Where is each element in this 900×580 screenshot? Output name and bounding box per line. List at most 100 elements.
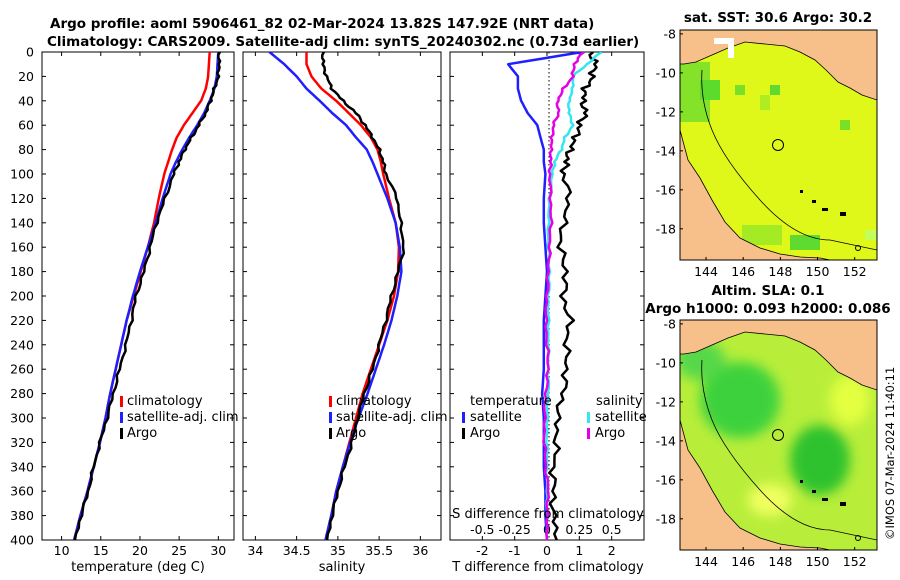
depth-tick-label: 400	[10, 533, 34, 548]
legend-swatch-climatology	[329, 396, 332, 407]
map-lat-tick-label: -8	[664, 26, 677, 41]
depth-tick-label: 60	[18, 118, 34, 133]
map-lat-tick-label: -16	[656, 182, 676, 197]
sst-warm-patch	[760, 95, 770, 110]
sla-land-new-guinea	[680, 320, 877, 391]
sla-map-subtitle: Argo h1000: 0.093 h2000: 0.086	[645, 301, 890, 317]
x-tick-label: 30	[210, 543, 226, 558]
map-axes: 144 146 148 150 152 -8 -10 -12 -14 -16 -18 144 146 14…	[656, 26, 867, 569]
legend-swatch-t-satellite	[462, 412, 465, 423]
legend-swatch-t-argo	[462, 428, 465, 439]
depth-tick-label: 360	[10, 484, 34, 499]
map-lat-tick-label: -14	[656, 143, 676, 158]
x-tick-label: 15	[93, 543, 109, 558]
salinity-series	[268, 52, 406, 540]
depth-tick-label: 220	[10, 313, 34, 328]
sst-map	[680, 30, 877, 260]
sst-warm-patch	[865, 230, 877, 240]
temperature-line-argo	[73, 52, 222, 540]
temperature-panel	[41, 51, 235, 541]
x-tick-label: 20	[132, 543, 148, 558]
salinity-xlabel: salinity	[319, 560, 366, 575]
map-lat-tick-label: -12	[656, 394, 676, 409]
sst-isobath	[701, 69, 877, 251]
legend-label-s-argo: Argo	[595, 426, 625, 441]
map-lat-tick-label: -10	[656, 65, 676, 80]
sst-land-australia	[680, 129, 833, 260]
difference-series	[506, 52, 603, 540]
map-lon-tick-label: 150	[806, 264, 830, 279]
map-lat-tick-label: -18	[656, 221, 676, 236]
s-difference-xlabel: S difference from climatology	[452, 507, 644, 522]
sla-map-frame	[679, 319, 878, 551]
depth-tick-label: 0	[26, 45, 34, 60]
sst-warm-patch	[770, 85, 780, 95]
salinity-line-satellite	[268, 52, 403, 540]
legend-swatch-satellite	[329, 412, 332, 423]
s-diff-tick-label: 0.25	[565, 522, 593, 537]
sst-reef-islands	[800, 190, 861, 251]
map-lat-tick-label: -16	[656, 472, 676, 487]
t-difference-xlabel: T difference from climatology	[451, 560, 644, 575]
figure-title-line2: Climatology: CARS2009. Satellite-adj cli…	[47, 34, 639, 50]
figure-title-line1: Argo profile: aoml 5906461_82 02-Mar-202…	[50, 16, 594, 32]
legend-label-argo: Argo	[336, 426, 366, 441]
depth-tick-label: 180	[10, 264, 34, 279]
legend-swatch-s-argo	[587, 428, 590, 439]
legend-swatch-s-satellite	[587, 412, 590, 423]
difference-legend: temperature satellite Argo salinity sate…	[462, 394, 647, 441]
sst-warm-patch	[840, 120, 850, 130]
legend-label-t-argo: Argo	[470, 426, 500, 441]
sst-missing-data	[714, 38, 734, 44]
x-tick-label: 10	[54, 543, 70, 558]
map-lon-tick-label: 146	[731, 264, 755, 279]
legend-label-t-satellite: satellite	[470, 410, 522, 425]
legend-label-satellite: satellite-adj. clim	[127, 410, 239, 425]
map-lat-tick-label: -12	[656, 104, 676, 119]
sla-high-anomaly	[790, 425, 850, 495]
sst-warm-patch	[790, 235, 820, 250]
sst-warm-patch	[700, 80, 720, 100]
x-tick-label: 25	[171, 543, 187, 558]
sla-isobath	[701, 359, 877, 541]
sst-map-title: sat. SST: 30.6 Argo: 30.2	[684, 10, 872, 26]
sla-reef-islands	[800, 480, 861, 541]
s-diff-tick-label: -0.25	[498, 522, 530, 537]
legend-header-temperature: temperature	[470, 394, 552, 409]
sla-map	[680, 320, 877, 550]
depth-tick-label: 260	[10, 362, 34, 377]
x-tick-label: -2	[476, 543, 488, 558]
map-lon-tick-label: 146	[731, 554, 755, 569]
map-lat-tick-label: -18	[656, 511, 676, 526]
x-tick-label: 1	[575, 543, 583, 558]
map-lat-tick-label: -8	[664, 316, 677, 331]
depth-tick-label: 280	[10, 386, 34, 401]
map-lon-tick-label: 148	[768, 264, 792, 279]
salinity-line-climatology	[305, 52, 401, 540]
depth-tick-label: 380	[10, 508, 34, 523]
depth-axis: 0 20 40 60 80 100 120 140 160 180 200 220 240 260 280 3…	[10, 45, 644, 548]
depth-tick-label: 300	[10, 411, 34, 426]
sla-map-title: Altim. SLA: 0.1	[711, 283, 824, 299]
depth-tick-label: 240	[10, 337, 34, 352]
depth-tick-label: 340	[10, 459, 34, 474]
panel-x-ticks: 10 15 20 25 30 34 34.5 35 35.5 36 -2 -1 0 1 2 -0.5 -0.25…	[54, 52, 622, 558]
s-diff-tick-label: -0.5	[470, 522, 494, 537]
depth-tick-label: 80	[18, 142, 34, 157]
imos-copyright: ©IMOS 07-Mar-2024 11:40:11	[883, 367, 897, 540]
x-tick-label: 35.5	[365, 543, 393, 558]
t-diff-line-argo	[548, 52, 599, 540]
depth-tick-label: 20	[18, 69, 34, 84]
map-lon-tick-label: 144	[694, 554, 718, 569]
depth-tick-label: 40	[18, 93, 34, 108]
map-lon-tick-label: 144	[694, 264, 718, 279]
depth-tick-label: 120	[10, 191, 34, 206]
depth-tick-label: 140	[10, 215, 34, 230]
sst-warm-patch	[735, 85, 745, 95]
depth-tick-label: 100	[10, 167, 34, 182]
map-lon-tick-label: 150	[806, 554, 830, 569]
legend-label-s-satellite: satellite	[595, 410, 647, 425]
sla-low-anomaly	[830, 375, 870, 425]
legend-header-salinity: salinity	[596, 394, 643, 409]
x-tick-label: 2	[608, 543, 616, 558]
